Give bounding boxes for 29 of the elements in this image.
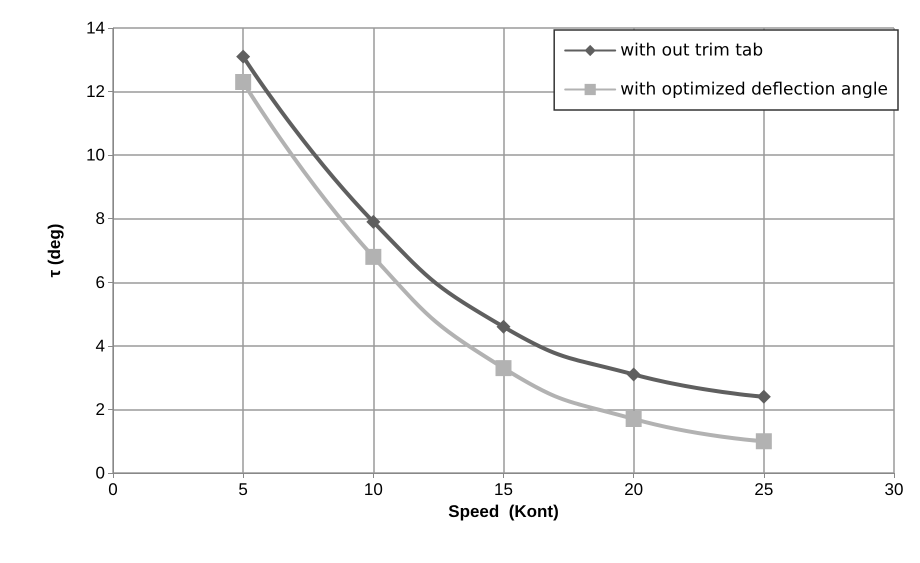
x-tick-label: 30: [884, 480, 904, 499]
y-tick-label: 2: [96, 400, 105, 419]
point: [626, 367, 641, 382]
point: [756, 390, 771, 404]
x-tick-label: 5: [238, 480, 248, 499]
point: [626, 410, 642, 427]
x-tick-label: 10: [364, 480, 383, 499]
y-tick-label: 0: [96, 464, 105, 482]
x-tick-label: 15: [494, 480, 513, 499]
y-tick-label: 14: [86, 18, 105, 38]
point: [496, 360, 512, 376]
y-tick-label: 12: [86, 82, 105, 102]
y-tick-label: 4: [96, 336, 105, 356]
y-axis-title: τ (deg): [45, 224, 64, 278]
point: [756, 433, 772, 450]
x-tick-label: 20: [624, 480, 644, 499]
legend-label: with optimized deflection angle: [620, 80, 888, 100]
y-tick-label: 8: [96, 209, 105, 228]
point: [235, 74, 252, 90]
x-tick-label: 25: [754, 480, 774, 499]
y-tick-label: 6: [96, 272, 105, 292]
point: [236, 50, 250, 64]
point: [365, 248, 382, 265]
point: [366, 214, 380, 229]
x-tick-label: 0: [108, 480, 118, 499]
x-axis-title: Speed (Kont): [448, 502, 559, 521]
y-tick-label: 10: [86, 146, 105, 165]
legend-label: with out trim tab: [620, 40, 764, 60]
point: [496, 320, 510, 334]
